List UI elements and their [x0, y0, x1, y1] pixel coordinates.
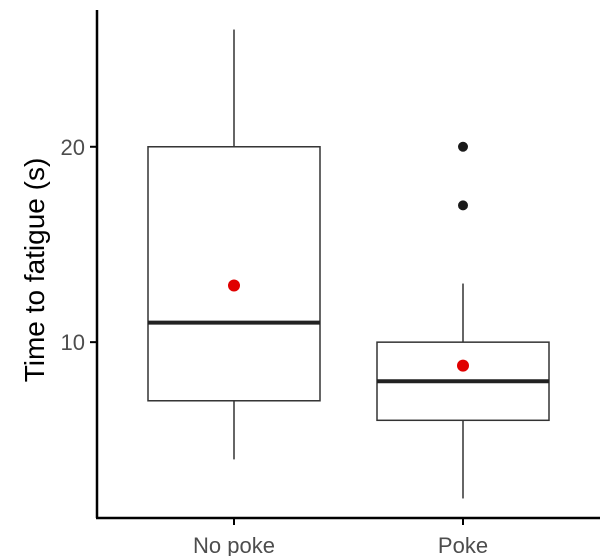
y-tick-label: 10 [61, 330, 85, 355]
axes [95, 10, 600, 520]
mean-point [228, 279, 240, 292]
box-group [376, 141, 550, 499]
plot-area [147, 29, 550, 499]
outlier-point [458, 200, 468, 211]
mean-point [457, 359, 469, 372]
y-tick-label: 20 [61, 135, 85, 160]
y-axis-title: Time to fatigue (s) [19, 158, 50, 383]
tick-layer: 10 20 No poke Poke [61, 135, 489, 556]
outlier-point [458, 141, 468, 152]
x-tick-label: Poke [438, 533, 488, 556]
box-iqr [147, 146, 321, 402]
x-tick-label: No poke [193, 533, 275, 556]
box-group [147, 29, 321, 460]
